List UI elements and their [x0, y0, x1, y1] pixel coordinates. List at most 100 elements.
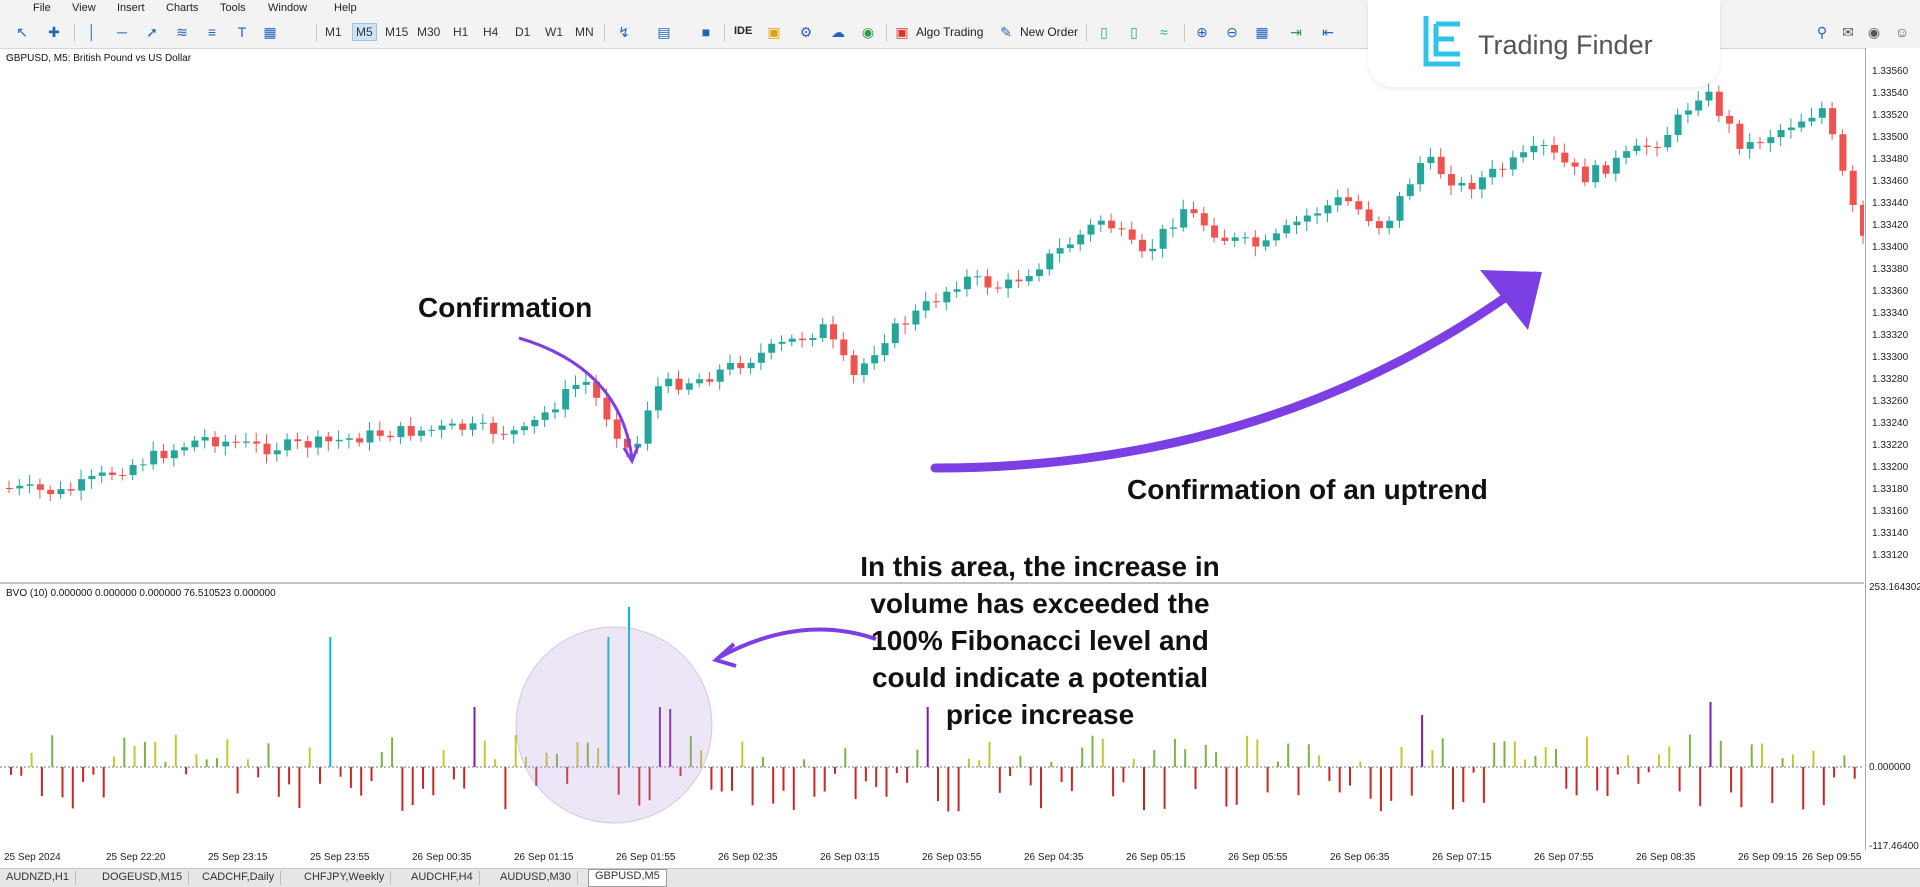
candle-body [1540, 144, 1548, 146]
timeframe-h4[interactable]: H4 [483, 25, 499, 39]
menu-view[interactable]: View [72, 2, 96, 14]
vertical-line-icon[interactable]: │ [87, 24, 97, 40]
candle-body [1437, 156, 1445, 175]
candle-body [1664, 134, 1672, 148]
signals-icon[interactable]: ⚙ [799, 23, 813, 40]
volume-bar [483, 740, 486, 767]
candle-body [160, 450, 168, 459]
menu-file[interactable]: File [33, 2, 51, 14]
timeframe-m5[interactable]: M5 [352, 23, 377, 41]
horizontal-line-icon[interactable]: ─ [117, 24, 127, 40]
ide-button[interactable]: IDE [734, 25, 753, 37]
lock-icon[interactable]: ▣ [767, 23, 781, 40]
price-tick: 1.33540 [1872, 88, 1909, 99]
account-icon[interactable]: ☺ [1894, 24, 1910, 40]
candle-body [953, 289, 961, 292]
volume-bar [164, 761, 167, 767]
volume-tick: 253.164302 [1869, 582, 1920, 593]
tab-audusd[interactable]: AUDUSD,M30 [494, 871, 578, 885]
new-order-button[interactable]: New Order [1020, 25, 1079, 39]
volume-bar [71, 767, 74, 809]
objects-icon[interactable]: ■ [701, 24, 711, 40]
timeframe-w1[interactable]: W1 [545, 25, 563, 39]
price-axis[interactable]: 1.33560 1.33540 1.33520 1.33500 1.33480 … [1865, 48, 1920, 852]
line-chart-icon[interactable]: ≈ [1160, 24, 1168, 40]
volume-bar [195, 754, 198, 767]
tab-audnzd[interactable]: AUDNZD,H1 [0, 871, 76, 885]
timeframe-d1[interactable]: D1 [515, 25, 531, 39]
candle-body [232, 441, 240, 443]
candles [6, 83, 1864, 502]
chart-shift-icon[interactable]: ⇤ [1322, 23, 1334, 40]
volume-bar [700, 750, 703, 767]
volume-bar [1658, 754, 1660, 767]
timeframe-m1[interactable]: M1 [325, 25, 342, 39]
candle-body [325, 436, 333, 442]
channel-icon[interactable]: ≋ [176, 23, 188, 40]
tab-gbpusd[interactable]: GBPUSD,M5 [588, 869, 667, 887]
text-icon[interactable]: T [237, 24, 247, 40]
shapes-icon[interactable]: ▦ [263, 23, 277, 40]
grid-icon[interactable]: ▦ [1255, 23, 1269, 40]
candle-body [1695, 100, 1703, 111]
fibonacci-icon[interactable]: ≡ [207, 24, 217, 40]
candle-body [531, 419, 539, 427]
candle-body [304, 441, 312, 448]
volume-bar [1421, 715, 1424, 767]
price-tick: 1.33560 [1872, 66, 1909, 77]
volume-bar [885, 767, 888, 797]
zoom-in-icon[interactable]: ⊕ [1196, 23, 1208, 40]
cloud-icon[interactable]: ☁ [831, 23, 845, 40]
new-order-icon[interactable]: ✎ [1000, 23, 1012, 40]
volume-bar [1575, 767, 1578, 796]
menu-insert[interactable]: Insert [117, 2, 145, 14]
template-icon[interactable]: ▤ [657, 23, 671, 40]
trendline-icon[interactable]: ➚ [146, 23, 158, 40]
timeframe-m30[interactable]: M30 [417, 25, 441, 39]
search-icon[interactable]: ⚲ [1816, 23, 1828, 40]
volume-note-line: volume has exceeded the [870, 588, 1210, 619]
candle-body [912, 310, 920, 325]
bar-chart-icon[interactable]: ▯ [1100, 23, 1108, 40]
price-tick: 1.33320 [1872, 330, 1909, 341]
chart-area[interactable]: GBPUSD, M5: British Pound vs US Dollar B… [0, 48, 1864, 850]
candle-body [345, 438, 353, 440]
volume-bar [1596, 767, 1599, 791]
algo-trading-button[interactable]: Algo Trading [916, 25, 984, 39]
chart-type-icon[interactable]: ↯ [618, 23, 630, 40]
menu-help[interactable]: Help [334, 2, 357, 14]
timeframe-m15[interactable]: M15 [385, 25, 409, 39]
volume-bar [1276, 761, 1279, 767]
timeframe-mn[interactable]: MN [575, 25, 594, 39]
volume-bar [597, 747, 600, 767]
notifications-icon[interactable]: ✉ [1842, 23, 1854, 40]
timeframe-h1[interactable]: H1 [453, 25, 469, 39]
autoscroll-icon[interactable]: ⇥ [1290, 23, 1302, 40]
vps-icon[interactable]: ◉ [861, 23, 875, 40]
brand-name: Trading Finder [1478, 30, 1653, 60]
volume-bar [411, 767, 414, 806]
community-icon[interactable]: ◉ [1867, 23, 1881, 40]
candle-body [1159, 228, 1167, 249]
candle-body [819, 324, 827, 339]
candle-body [150, 450, 158, 465]
tab-audchf[interactable]: AUDCHF,H4 [405, 871, 480, 885]
menu-window[interactable]: Window [268, 2, 308, 14]
volume-bar [1791, 754, 1794, 767]
candle-body [860, 363, 868, 376]
menu-charts[interactable]: Charts [166, 2, 199, 14]
crosshair-icon[interactable]: ✚ [48, 23, 60, 40]
algo-trading-icon[interactable]: ▣ [895, 23, 909, 40]
volume-bar [1534, 755, 1537, 767]
tab-chfjpy[interactable]: CHFJPY,Weekly [298, 871, 392, 885]
candles-icon[interactable]: ▯ [1130, 23, 1138, 40]
candle-body [1808, 117, 1816, 122]
zoom-out-icon[interactable]: ⊖ [1226, 23, 1238, 40]
volume-bar [720, 767, 723, 792]
candle-body [1561, 152, 1569, 163]
candle-body [562, 389, 570, 410]
menu-tools[interactable]: Tools [220, 2, 246, 14]
tab-cadchf[interactable]: CADCHF,Daily [196, 871, 282, 885]
tab-dogeusd[interactable]: DOGEUSD,M15 [96, 871, 190, 885]
cursor-icon[interactable]: ↖ [16, 23, 28, 40]
